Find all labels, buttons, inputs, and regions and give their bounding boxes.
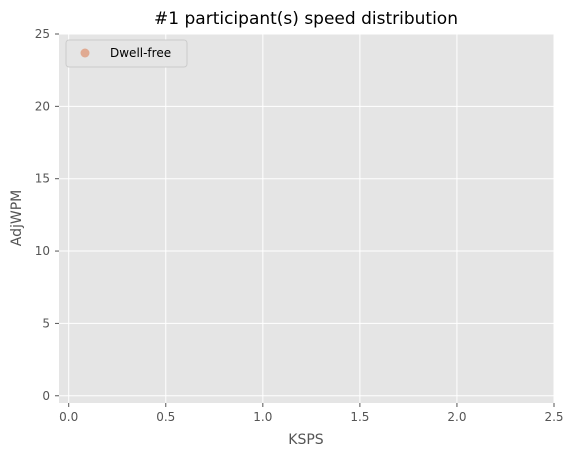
- y-tick-label: 5: [42, 316, 50, 330]
- y-axis-label: AdjWPM: [9, 190, 25, 246]
- grid-lines: [59, 33, 555, 403]
- y-tick-label: 20: [35, 99, 50, 113]
- y-tick-label: 10: [35, 244, 50, 258]
- legend-marker-dwell-free: [80, 48, 90, 58]
- x-tick-label: 2.0: [447, 410, 466, 424]
- x-axis-label: KSPS: [288, 432, 324, 448]
- x-tick-label: 0.5: [156, 410, 175, 424]
- legend-label-dwell-free: Dwell-free: [110, 46, 171, 60]
- chart-title: #1 participant(s) speed distribution: [154, 9, 458, 29]
- y-tick-label: 15: [35, 172, 50, 186]
- x-axis-ticks: 0.0 0.5 1.0 1.5 2.0 2.5: [59, 403, 564, 424]
- x-tick-label: 1.5: [350, 410, 369, 424]
- y-axis-ticks: 0 5 10 15 20 25: [35, 27, 59, 403]
- plot-area: [59, 34, 554, 403]
- x-tick-label: 0.0: [59, 410, 78, 424]
- legend: Dwell-free: [65, 39, 188, 68]
- y-tick-label: 0: [42, 389, 50, 403]
- legend-box: [65, 39, 188, 68]
- y-tick-label: 25: [35, 27, 50, 41]
- x-tick-label: 1.0: [253, 410, 272, 424]
- x-tick-label: 2.5: [544, 410, 563, 424]
